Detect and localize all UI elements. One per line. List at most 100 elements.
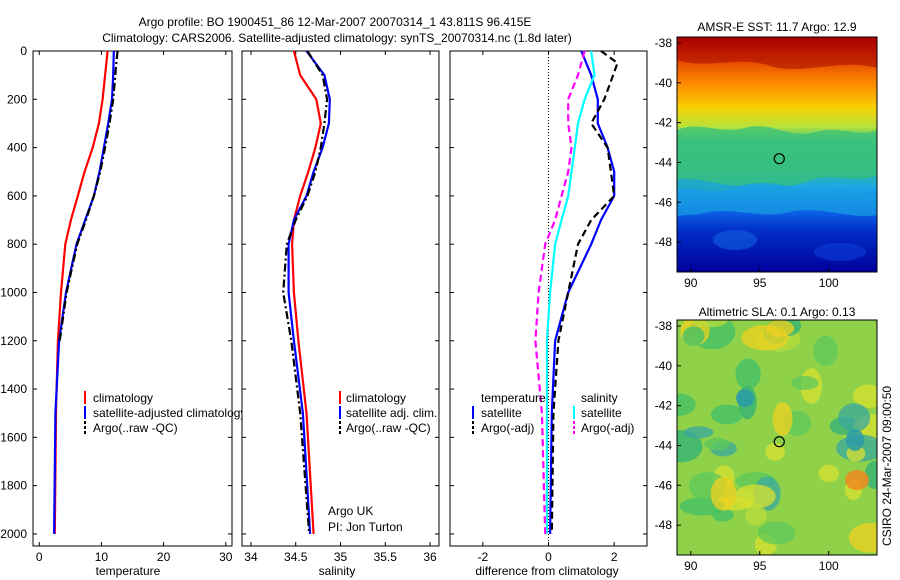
series-line-argo-raw-qc- (282, 50, 329, 534)
sst-front-band (677, 126, 877, 192)
sla-anomaly-patch (845, 470, 869, 490)
sla-anomaly-patch (765, 442, 785, 461)
salinity-axis-ticks: 34 34.5 35 35.5 36 (242, 50, 439, 564)
sla-anomaly-patch (848, 522, 877, 553)
sst-eddy (713, 230, 757, 250)
map-y-tick-label: -40 (655, 76, 673, 90)
sla-map-title: Altimetric SLA: 0.1 Argo: 0.13 (699, 305, 856, 319)
legend-salinity-title: salinity (581, 391, 618, 405)
map-x-tick-label: 95 (753, 559, 767, 573)
x-tick-label: -2 (477, 550, 488, 564)
sst-eddy (814, 243, 866, 261)
sla-anomaly-patch (838, 403, 871, 433)
temperature-legend: climatology satellite-adjusted climatolo… (84, 391, 246, 435)
sst-warm-band (677, 37, 877, 70)
y-tick-label: 1800 (0, 479, 27, 493)
sla-anomaly-patch (791, 376, 819, 390)
salinity-profile-lines (282, 50, 331, 534)
x-tick-label: 20 (157, 550, 171, 564)
legend-sal-argo-label: Argo(-adj) (581, 421, 634, 435)
sst-cool-band (677, 178, 877, 217)
difference-panel: -2 0 2 difference from climatology tempera… (449, 50, 648, 578)
salinity-x-axis-label: salinity (319, 564, 356, 578)
sla-anomaly-patch (710, 476, 737, 511)
figure-title-line1: Argo profile: BO 1900451_86 12-Mar-2007 … (139, 15, 532, 29)
difference-profile-lines (534, 50, 619, 534)
legend-temp-satellite-label: satellite (481, 406, 522, 420)
map-x-tick-label: 100 (819, 276, 839, 290)
map-x-tick-label: 90 (684, 276, 698, 290)
legend-sal-satellite-label: satellite (581, 406, 622, 420)
sla-map-frame (676, 319, 878, 556)
y-tick-label: 1200 (0, 334, 27, 348)
y-tick-label: 1000 (0, 285, 27, 299)
legend-satellite-label: satellite-adjusted climatology (93, 406, 246, 420)
legend-temperature-title: temperature (481, 391, 546, 405)
sla-map-axis-ticks: 90 95 100 -38 -40 -42 -44 -46 -48 (655, 319, 839, 573)
temperature-panel: 0 10 20 30 0 200 400 600 800 1000 1200 1400 1600 1800… (0, 44, 246, 578)
difference-x-axis-label: difference from climatology (475, 564, 618, 578)
salinity-legend: climatology satellite adj. clim. Argo(..… (339, 391, 437, 435)
argo-float-position-marker (773, 153, 785, 165)
series-line-salinity-argo-adj- (534, 50, 586, 534)
map-y-tick-label: -38 (655, 319, 673, 333)
x-tick-label: 34 (244, 550, 258, 564)
series-line-climatology (291, 50, 322, 534)
sla-anomaly-patch (710, 404, 744, 425)
temperature-profile-lines (53, 50, 119, 534)
x-tick-label: 0 (36, 550, 43, 564)
y-tick-label: 800 (7, 237, 27, 251)
map-x-tick-label: 100 (819, 559, 839, 573)
sla-anomaly-patch (677, 393, 696, 416)
legend-satellite-label: satellite adj. clim. (346, 406, 437, 420)
difference-legend: temperature satellite Argo(-adj) salinit… (472, 391, 634, 435)
map-y-tick-label: -48 (655, 518, 673, 532)
map-y-tick-label: -38 (655, 36, 673, 50)
x-tick-label: 30 (219, 550, 233, 564)
sla-anomaly-patch (765, 320, 795, 337)
y-tick-label: 600 (7, 189, 27, 203)
sla-anomaly-patch (712, 508, 734, 522)
salinity-axes-frame (241, 50, 440, 547)
argo-float-position-marker (773, 436, 785, 448)
map-y-tick-label: -44 (655, 155, 673, 169)
sla-anomaly-patch (772, 402, 793, 436)
x-tick-label: 36 (423, 550, 437, 564)
map-x-tick-label: 90 (684, 559, 698, 573)
y-tick-label: 400 (7, 141, 27, 155)
series-line-temperature-argo-adj- (550, 50, 619, 534)
sla-anomaly-patch (813, 335, 838, 367)
sla-anomaly-patch (736, 389, 754, 407)
salinity-panel: 34 34.5 35 35.5 36 salinity climatology sate… (241, 50, 440, 578)
temperature-axis-ticks: 0 10 20 30 0 200 400 600 800 1000 1200 1400 1600 1800… (0, 44, 232, 564)
sst-map-axis-ticks: 90 95 100 -38 -40 -42 -44 -46 -48 (655, 36, 839, 290)
legend-temp-argo-label: Argo(-adj) (481, 421, 534, 435)
sla-anomaly-patch (734, 484, 776, 509)
y-tick-label: 2000 (0, 527, 27, 541)
y-tick-label: 0 (20, 44, 27, 58)
map-y-tick-label: -48 (655, 235, 673, 249)
x-tick-label: 34.5 (284, 550, 308, 564)
sla-anomaly-patch (735, 358, 761, 390)
sla-anomaly-patch (703, 437, 731, 451)
sla-field (677, 320, 877, 555)
map-y-tick-label: -40 (655, 359, 673, 373)
difference-axes-frame (449, 50, 648, 547)
difference-axis-ticks: -2 0 2 (450, 50, 647, 564)
sla-anomaly-patch (853, 384, 877, 409)
series-line-climatology (53, 50, 109, 534)
x-tick-label: 10 (95, 550, 109, 564)
sla-anomaly-patch (757, 521, 796, 545)
x-tick-label: 35 (334, 550, 348, 564)
temperature-x-axis-label: temperature (96, 564, 161, 578)
sla-anomaly-patch (846, 429, 864, 451)
series-line-salinity-satellite (545, 50, 596, 534)
series-line-temperature-satellite (549, 50, 616, 534)
y-tick-label: 1600 (0, 430, 27, 444)
sst-map-frame (676, 36, 878, 273)
map-y-tick-label: -42 (655, 399, 673, 413)
series-line-argo-raw-qc- (58, 50, 119, 341)
sla-anomaly-patch (745, 504, 767, 526)
sla-anomaly-patch (818, 464, 839, 483)
map-y-tick-label: -46 (655, 195, 673, 209)
